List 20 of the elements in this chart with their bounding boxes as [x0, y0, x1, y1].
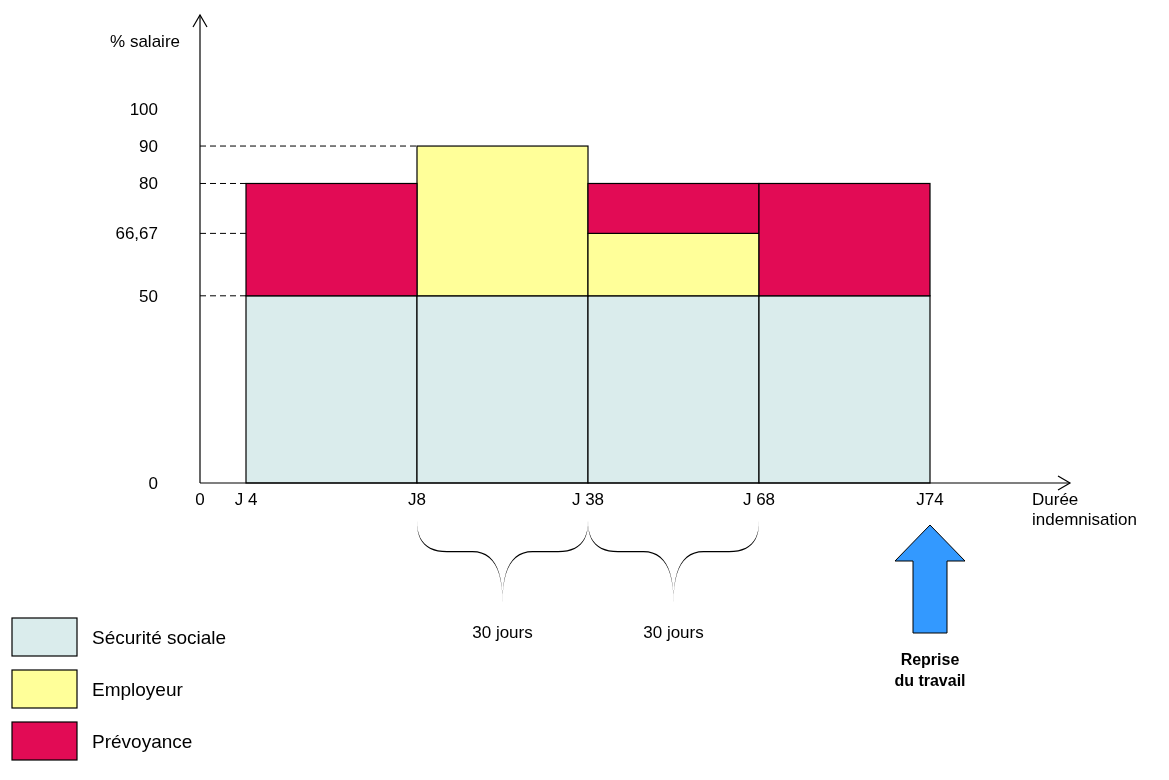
text: 30 jours	[643, 623, 704, 642]
y-tick-label: 100	[129, 99, 158, 119]
text: J8	[408, 490, 426, 509]
y-tick-label: 50	[139, 286, 158, 306]
x-axis-title: Durée indemnisation	[1032, 490, 1137, 529]
text: Reprise du travail	[894, 651, 966, 689]
text: 0	[195, 490, 205, 509]
y-tick-label: 66,67	[115, 224, 158, 244]
legend-label: Employeur	[92, 678, 184, 700]
legend-label: Sécurité sociale	[92, 626, 227, 648]
y-tick-label: 0	[148, 473, 158, 493]
text: J 38	[571, 490, 605, 509]
text: J74	[916, 490, 944, 509]
text: 30 jours	[472, 623, 533, 642]
y-tick-label: 80	[139, 174, 158, 194]
legend-label: Prévoyance	[92, 730, 193, 752]
y-tick-label: 90	[139, 136, 158, 156]
text: J 68	[742, 490, 776, 509]
text: J 4	[234, 490, 258, 509]
y-axis-title: % salaire	[110, 32, 180, 51]
